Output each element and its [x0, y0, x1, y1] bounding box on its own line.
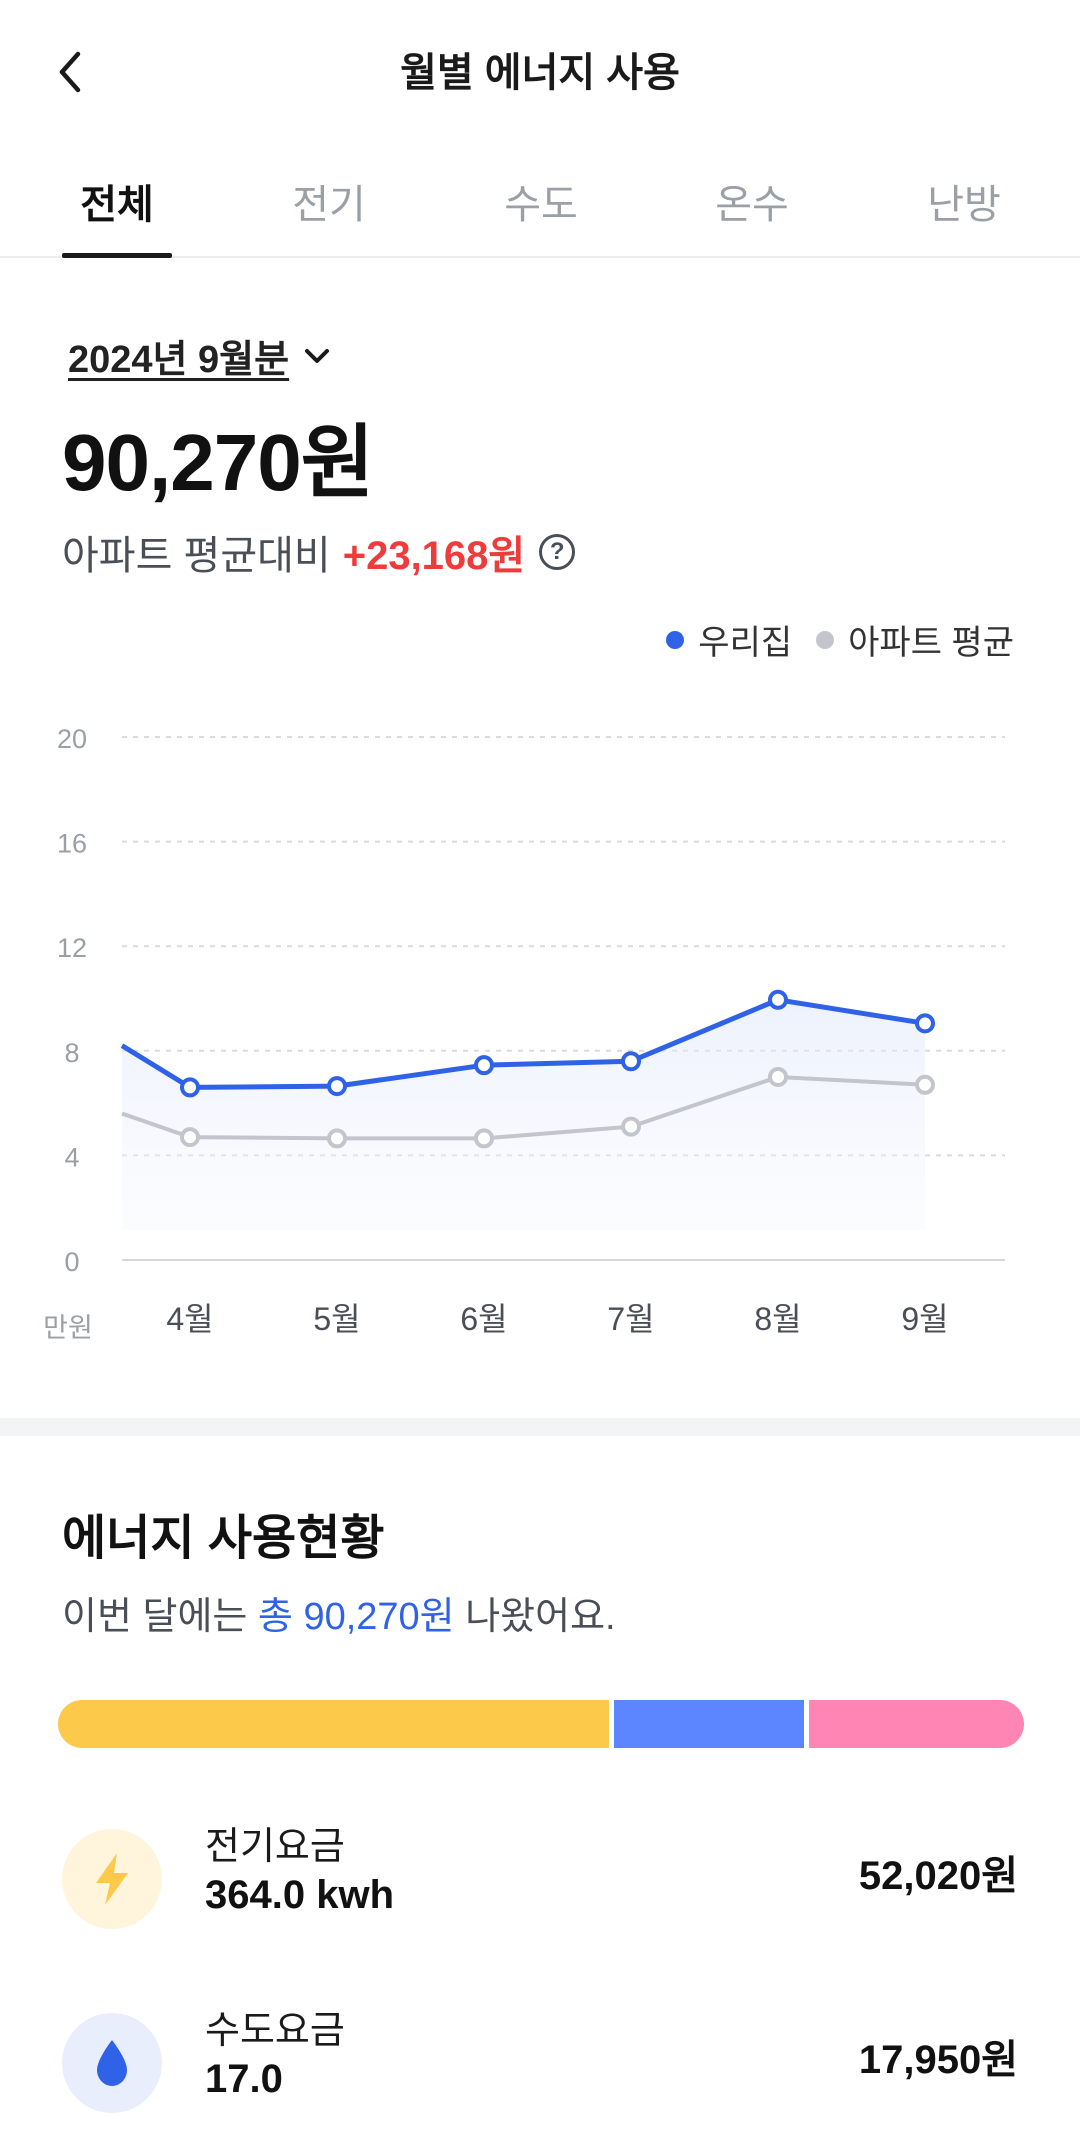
period-label: 2024년 9월분 [68, 339, 290, 381]
comparison-difference: +23,168원 [342, 534, 526, 578]
x-tick-label: 7월 [607, 1301, 654, 1337]
legend-label-average: 아파트 평균 [848, 624, 1014, 662]
data-point-average [621, 1116, 641, 1137]
data-point-mine [915, 1013, 935, 1034]
data-point-average [768, 1066, 788, 1087]
stack-segment-electricity [58, 1700, 609, 1748]
usage-section-title: 에너지 사용현황 [62, 1512, 385, 1565]
y-unit-label: 만원 [43, 1313, 93, 1343]
section-divider [0, 1418, 1080, 1436]
item-amount: 17.0 [205, 2057, 283, 2101]
y-tick-label: 12 [57, 933, 87, 963]
stack-segment-water [613, 1700, 805, 1748]
legend-item-mine: 우리집 [666, 615, 792, 664]
monthly-usage-chart: 0 4 8 12 16 20 만원 4월 5월 6월 7월 8월 9월 [0, 700, 1080, 1350]
data-point-average [327, 1128, 347, 1149]
lightning-icon [96, 1853, 128, 1905]
water-icon-badge [62, 2013, 162, 2113]
period-selector[interactable]: 2024년 9월분 [68, 328, 331, 383]
comparison-label: 아파트 평균대비 [62, 534, 331, 578]
usage-summary-suffix: 나왔어요. [465, 1596, 616, 1638]
legend-dot-average [816, 630, 835, 649]
usage-summary-prefix: 이번 달에는 [62, 1596, 248, 1638]
data-point-mine [327, 1076, 347, 1097]
x-tick-label: 8월 [754, 1301, 801, 1337]
x-tick-label: 5월 [313, 1301, 360, 1337]
tab-electricity[interactable]: 전기 [292, 183, 366, 227]
y-tick-label: 4 [64, 1142, 79, 1172]
water-drop-icon [97, 2040, 127, 2086]
legend-label-mine: 우리집 [698, 624, 793, 662]
chevron-left-icon [59, 51, 81, 93]
active-tab-indicator [62, 253, 172, 258]
data-point-mine [180, 1077, 200, 1098]
item-amount: 364.0 kwh [205, 1873, 395, 1917]
usage-summary-total: 총 90,270원 [257, 1596, 455, 1638]
x-tick-label: 6월 [460, 1301, 507, 1337]
usage-item-electricity[interactable]: 전기요금 364.0 kwh 52,020원 [0, 1797, 1080, 1957]
tab-heating[interactable]: 난방 [927, 183, 1001, 227]
chart-legend: 우리집 아파트 평균 [666, 615, 1014, 664]
category-tabs: 전체 전기 수도 온수 난방 [0, 150, 1080, 258]
data-point-mine [768, 989, 788, 1010]
x-tick-label: 9월 [901, 1301, 948, 1337]
item-cost: 52,020원 [858, 1854, 1018, 1898]
stack-segment-other [809, 1700, 1024, 1748]
y-tick-label: 16 [57, 829, 87, 859]
electricity-icon-badge [62, 1829, 162, 1929]
tab-hot-water[interactable]: 온수 [715, 183, 789, 227]
total-amount: 90,270원 [62, 418, 374, 507]
data-point-average [180, 1127, 200, 1148]
help-icon[interactable]: ? [539, 534, 576, 570]
tab-water[interactable]: 수도 [504, 183, 578, 227]
usage-item-water[interactable]: 수도요금 17.0 17,950원 [0, 1981, 1080, 2133]
item-cost: 17,950원 [858, 2038, 1018, 2082]
data-point-mine [621, 1051, 641, 1072]
item-name: 수도요금 [205, 2010, 345, 2052]
average-comparison: 아파트 평균대비 +23,168원 ? [62, 523, 576, 581]
x-tick-label: 4월 [166, 1301, 213, 1337]
page-title: 월별 에너지 사용 [400, 51, 680, 95]
item-name: 전기요금 [205, 1826, 345, 1868]
y-tick-label: 8 [64, 1038, 79, 1068]
area-fill-mine [122, 999, 925, 1230]
data-point-average [915, 1074, 935, 1095]
back-button[interactable] [40, 32, 100, 112]
legend-item-average: 아파트 평균 [816, 615, 1014, 664]
data-point-mine [474, 1055, 494, 1076]
data-point-average [474, 1128, 494, 1149]
y-tick-label: 0 [64, 1247, 79, 1277]
usage-summary-text: 이번 달에는 총 90,270원 나왔어요. [62, 1585, 616, 1640]
line-chart: 0 4 8 12 16 20 만원 4월 5월 6월 7월 8월 9월 [43, 724, 1005, 1343]
chevron-down-icon [305, 348, 330, 363]
y-tick-label: 20 [57, 724, 87, 754]
legend-dot-mine [666, 630, 685, 649]
top-bar: 월별 에너지 사용 [0, 0, 1080, 140]
usage-breakdown-bar [58, 1700, 1024, 1748]
tab-all[interactable]: 전체 [80, 183, 154, 227]
